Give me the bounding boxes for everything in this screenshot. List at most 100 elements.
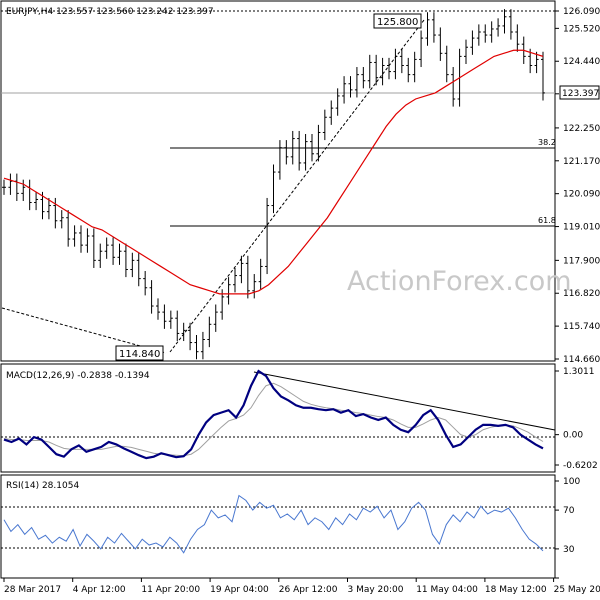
swing-low-label: 114.840 (119, 349, 160, 360)
price-bar (91, 228, 96, 268)
macd-y-axis: 1.3011 0.00 -0.6202 (555, 367, 598, 471)
price-bar (239, 255, 244, 284)
price-bar (354, 67, 359, 98)
macd-y-tick-label: 1.3011 (563, 367, 595, 377)
price-bar (271, 164, 276, 214)
price-bar (361, 67, 366, 89)
price-panel-frame (0, 0, 556, 362)
price-bar (245, 255, 250, 299)
price-bar (175, 310, 180, 342)
price-y-tick-label: 122.250 (563, 124, 600, 134)
price-y-tick-label: 119.010 (563, 223, 600, 233)
rsi-y-tick-label: 100 (563, 477, 580, 487)
price-bar (79, 225, 83, 253)
price-bar (213, 304, 218, 332)
price-bar (130, 252, 135, 278)
price-bar (470, 30, 475, 55)
price-y-tick-label: 117.900 (563, 256, 600, 266)
price-bar (329, 100, 334, 125)
price-bar (496, 18, 501, 37)
price-bar (297, 130, 302, 171)
price-bar (188, 322, 193, 351)
price-y-tick-label: 116.820 (563, 289, 600, 299)
price-bar (303, 134, 308, 171)
price-bar (534, 51, 539, 74)
price-bar (348, 76, 353, 98)
swing-low-box (115, 345, 164, 361)
price-bar (207, 316, 212, 348)
rsi-panel-frame (0, 474, 556, 579)
price-bar (541, 51, 545, 101)
price-series (2, 9, 545, 360)
price-bar (21, 179, 26, 201)
price-bar (380, 57, 385, 86)
x-tick-label: 25 May 20:00 (554, 585, 600, 595)
current-price-tag-label: 123.397 (562, 89, 599, 99)
price-bar (431, 12, 436, 43)
price-bar (335, 88, 340, 116)
macd-panel-frame (0, 363, 556, 473)
price-bar (181, 322, 186, 342)
swing-high-box (373, 13, 422, 29)
price-bar (502, 9, 507, 34)
price-bar (72, 225, 77, 247)
macd-trendline (253, 371, 556, 431)
price-bar (412, 51, 417, 83)
price-bar (425, 12, 430, 46)
price-bar (53, 197, 58, 229)
price-bar (149, 280, 154, 314)
macd-y-tick-label: -0.6202 (563, 461, 598, 471)
macd-line (3, 369, 544, 460)
price-bar (104, 237, 109, 259)
price-chart-title: EURJPY,H4 123.557 123.560 123.242 123.39… (6, 7, 214, 17)
price-bar (508, 9, 513, 40)
price-bar (438, 27, 443, 61)
x-tick-label: 4 Apr 12:00 (73, 585, 126, 595)
x-tick-label: 3 May 20:00 (348, 585, 404, 595)
price-bar (98, 243, 103, 268)
price-bar (367, 54, 372, 89)
price-bar (162, 304, 167, 329)
price-bar (489, 21, 494, 43)
price-bar (316, 124, 321, 162)
price-bar (233, 267, 237, 293)
price-bar (444, 45, 449, 83)
price-y-tick-label: 114.660 (563, 355, 600, 365)
price-bar (226, 277, 231, 305)
fib-38-label: 38.2 (538, 138, 556, 147)
price-bar (476, 24, 481, 46)
price-bar (290, 130, 295, 165)
current-price-tag (559, 85, 600, 100)
price-bar (399, 48, 404, 74)
rsi-y-tick-label: 30 (563, 545, 575, 555)
price-bar (322, 109, 327, 141)
price-y-tick-label: 115.740 (563, 322, 600, 332)
price-y-axis: 126.090125.520124.440123.370122.250121.1… (555, 7, 600, 365)
rsi-line (3, 494, 544, 554)
price-bar (194, 334, 199, 360)
price-y-tick-label: 125.520 (563, 24, 600, 34)
x-tick-label: 28 Mar 2017 (4, 585, 61, 595)
price-bar (374, 54, 379, 86)
price-bar (419, 30, 424, 68)
rsi-title: RSI(14) 28.1054 (6, 481, 79, 491)
price-bar (200, 331, 205, 360)
x-tick-label: 26 Apr 12:00 (279, 585, 338, 595)
fib-62-label: 61.8 (538, 216, 556, 225)
price-bar (66, 210, 71, 247)
x-tick-label: 18 May 12:00 (485, 585, 547, 595)
price-bar (277, 140, 282, 180)
price-y-tick-label: 124.440 (563, 57, 600, 67)
macd-y-tick-label: 0.00 (563, 431, 583, 441)
price-bar (265, 197, 270, 275)
price-bar (310, 134, 314, 162)
price-bar (515, 24, 520, 52)
swing-high-label: 125.800 (377, 17, 418, 28)
price-y-tick-label: 120.090 (563, 190, 600, 200)
price-bar (258, 258, 263, 290)
price-bar (143, 271, 148, 296)
price-bar (123, 243, 128, 278)
price-bar (136, 252, 141, 287)
price-bar (451, 67, 456, 107)
price-bar (156, 298, 160, 320)
